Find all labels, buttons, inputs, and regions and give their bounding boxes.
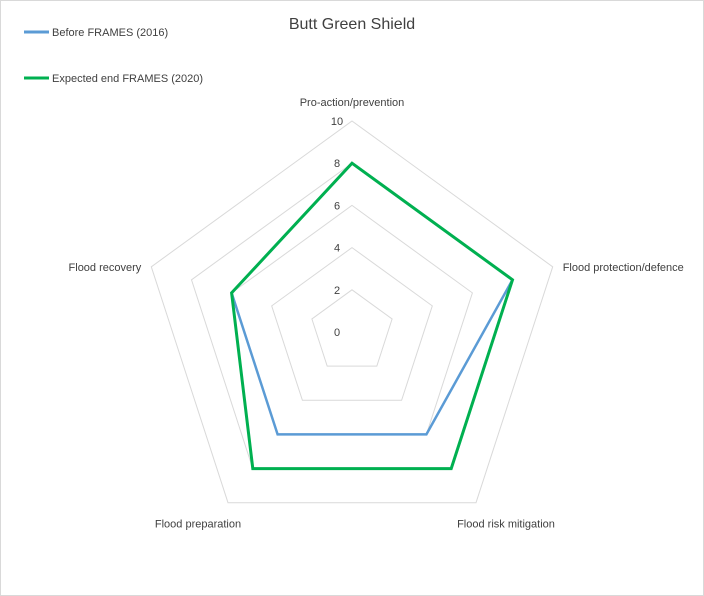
tick-label-4: 4 — [334, 243, 340, 255]
axis-label-0: Pro-action/prevention — [300, 97, 405, 109]
grid-ring-10 — [150, 120, 554, 504]
grid-ring-4 — [271, 246, 433, 401]
legend-label-before: Before FRAMES (2016) — [52, 27, 168, 39]
tick-label-0: 0 — [334, 327, 340, 339]
tick-label-10: 10 — [331, 116, 343, 128]
radial-tick-labels: 0 2 4 6 8 10 — [331, 116, 343, 339]
series-lines — [230, 161, 515, 471]
legend-item-expected[interactable]: Expected end FRAMES (2020) — [24, 73, 203, 85]
grid-ring-2 — [311, 289, 393, 367]
axis-label-1: Flood protection/defence — [563, 262, 684, 274]
tick-label-6: 6 — [334, 200, 340, 212]
tick-label-2: 2 — [334, 285, 340, 297]
series-line-1 — [230, 161, 515, 471]
axis-label-2: Flood risk mitigation — [457, 519, 555, 531]
tick-label-8: 8 — [334, 158, 340, 170]
legend: Before FRAMES (2016) Expected end FRAMES… — [24, 27, 203, 85]
legend-label-expected: Expected end FRAMES (2020) — [52, 73, 203, 85]
axis-label-4: Flood recovery — [69, 262, 142, 274]
axis-labels: Pro-action/prevention Flood protection/de… — [69, 97, 684, 531]
axis-label-3: Flood preparation — [155, 519, 241, 531]
radar-grid — [150, 120, 554, 504]
chart-title: Butt Green Shield — [289, 16, 415, 33]
legend-item-before[interactable]: Before FRAMES (2016) — [24, 27, 168, 39]
